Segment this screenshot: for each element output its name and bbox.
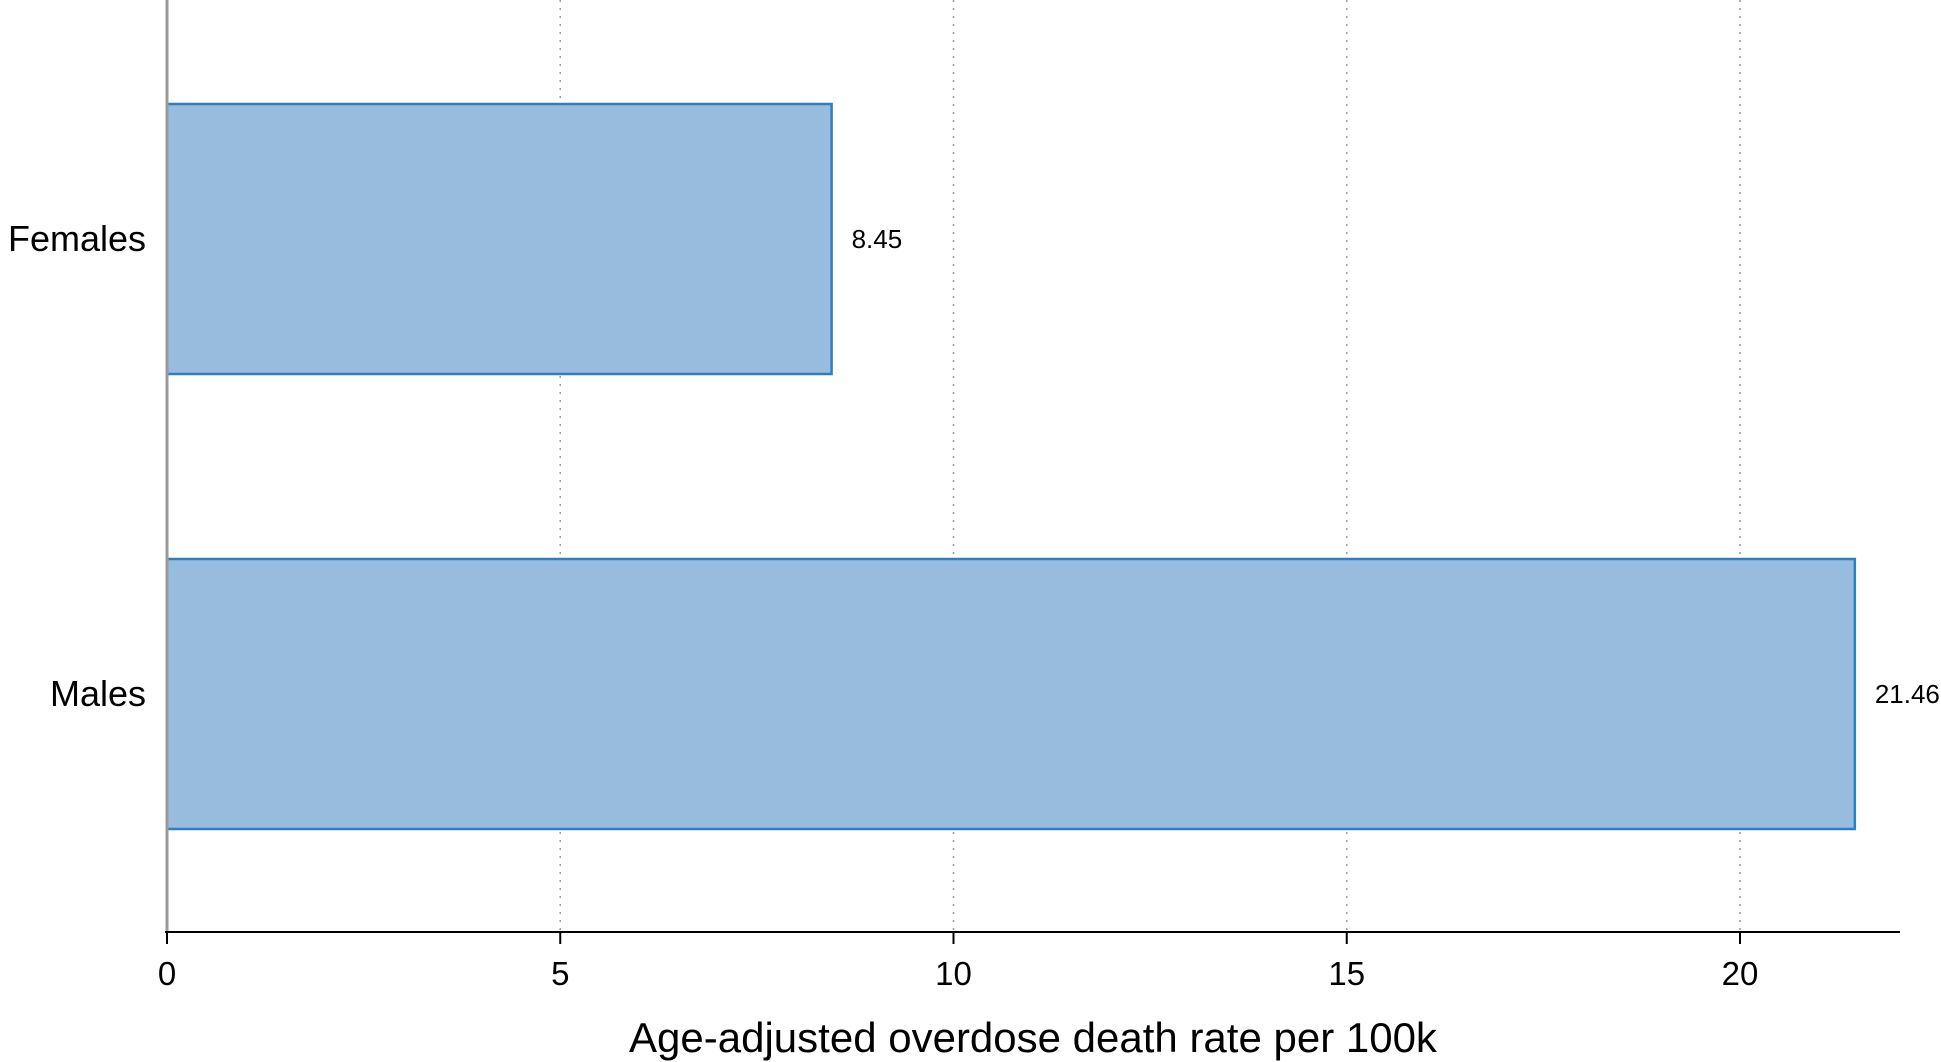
category-label-males: Males (50, 673, 146, 714)
bar-males (165, 557, 1857, 831)
x-tick-label-10: 10 (935, 955, 972, 992)
category-label-females: Females (8, 218, 146, 259)
data-label-males: 21.46 (1875, 679, 1940, 709)
x-tick-label-0: 0 (158, 955, 176, 992)
bar-females (165, 102, 833, 376)
x-axis-title: Age-adjusted overdose death rate per 100… (629, 1014, 1438, 1061)
x-tick-label-15: 15 (1328, 955, 1365, 992)
x-axis-ticks: 0 5 10 15 20 (158, 932, 1759, 992)
x-tick-label-20: 20 (1722, 955, 1759, 992)
x-tick-label-5: 5 (551, 955, 569, 992)
data-label-females: 8.45 (852, 224, 903, 254)
labels: Females 8.45 Males 21.46 (8, 218, 1940, 714)
bars (165, 102, 1857, 831)
